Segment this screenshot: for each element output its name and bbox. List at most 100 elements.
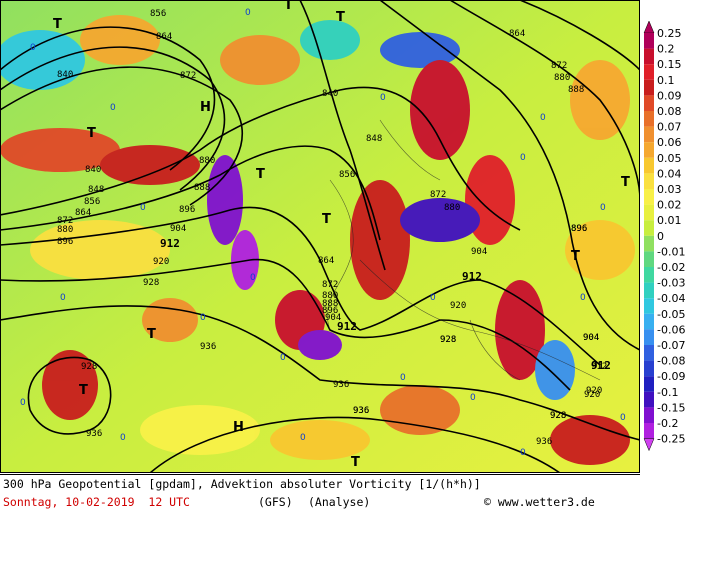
legend-swatch <box>644 376 654 392</box>
contour-label: 848 <box>88 185 104 195</box>
legend-label: 0.04 <box>657 167 682 180</box>
contour-label: 936 <box>536 437 552 447</box>
legend-swatch <box>644 95 654 111</box>
analysis-label: (Analyse) <box>308 495 371 509</box>
legend-swatch <box>644 64 654 80</box>
contour-label: 864 <box>318 256 334 266</box>
geopotential-contours <box>0 0 640 473</box>
caption-row: Sonntag, 10-02-2019 12 UTC (GFS) (Analys… <box>0 493 640 511</box>
legend-label: -0.2 <box>657 417 678 430</box>
legend-label: 0.01 <box>657 214 682 227</box>
legend-swatch <box>644 251 654 267</box>
svg-text:0: 0 <box>380 93 386 103</box>
svg-text:0: 0 <box>140 203 146 213</box>
contour-label: 896 <box>57 237 73 247</box>
contour-label: 896 <box>571 224 587 234</box>
legend-swatch <box>644 360 654 377</box>
contour-label: 840 <box>85 165 101 175</box>
legend-label: -0.05 <box>657 308 685 321</box>
legend-swatch <box>644 345 654 361</box>
legend-swatch <box>644 313 654 330</box>
contour-label: 840 <box>322 89 338 99</box>
contour-label: 848 <box>366 134 382 144</box>
contour-label: 920 <box>450 301 466 311</box>
contour-label: 904 <box>471 247 487 257</box>
svg-text:0: 0 <box>520 448 526 458</box>
weather-map: 856 864 840 872 840 864 872 880 888 848 … <box>0 0 640 473</box>
svg-text:0: 0 <box>520 153 526 163</box>
legend-label: 0.1 <box>657 74 675 87</box>
legend-arrow-top <box>643 20 655 34</box>
svg-text:0: 0 <box>600 203 606 213</box>
contour-label: 856 <box>84 197 100 207</box>
contour-label: 928 <box>440 335 456 345</box>
legend-swatch <box>644 79 654 96</box>
legend-label: 0.15 <box>657 58 682 71</box>
legend-swatch <box>644 423 654 439</box>
low-mark: T <box>336 10 345 25</box>
contour-label: 864 <box>509 29 525 39</box>
legend-label: 0.02 <box>657 199 682 212</box>
color-legend: 0.25 0.2 0.15 0.1 0.09 0.08 0.07 0.06 0.05 0.04 0.… <box>643 20 685 452</box>
contour-label: 904 <box>583 333 599 343</box>
legend-label: -0.25 <box>657 433 685 446</box>
legend-label: -0.08 <box>657 355 685 368</box>
legend-label: 0.2 <box>657 43 675 56</box>
contour-label: 872 <box>430 190 446 200</box>
legend-label: -0.02 <box>657 261 685 274</box>
contour-label: 840 <box>57 70 73 80</box>
contour-label: 928 <box>143 278 159 288</box>
contour-label: 920 <box>153 257 169 267</box>
contour-label: 912 <box>591 359 611 372</box>
low-mark: T <box>621 175 630 190</box>
svg-text:0: 0 <box>580 293 586 303</box>
low-mark: T <box>87 126 96 141</box>
contour-label: 872 <box>322 280 338 290</box>
low-mark: T <box>256 167 265 182</box>
legend-label: 0.07 <box>657 121 682 134</box>
contour-label: 936 <box>86 429 102 439</box>
legend-label: -0.04 <box>657 292 685 305</box>
svg-text:0: 0 <box>540 113 546 123</box>
contour-label: 928 <box>81 362 97 372</box>
contour-label: 888 <box>568 85 584 95</box>
contour-label: 872 <box>180 71 196 81</box>
legend-label: -0.15 <box>657 401 685 414</box>
legend-swatch <box>644 391 654 408</box>
contour-label: 880 <box>322 291 338 301</box>
high-mark: H <box>233 420 244 435</box>
legend-swatch <box>644 126 654 143</box>
low-mark: T <box>53 17 62 32</box>
legend-swatch <box>644 189 654 205</box>
legend-label: 0.06 <box>657 136 682 149</box>
svg-text:0: 0 <box>20 398 26 408</box>
svg-text:0: 0 <box>470 393 476 403</box>
legend-swatch <box>644 173 654 189</box>
svg-text:0: 0 <box>300 433 306 443</box>
legend-swatch <box>644 111 654 127</box>
legend-swatch <box>644 267 654 283</box>
svg-text:0: 0 <box>280 353 286 363</box>
contour-label: 936 <box>333 380 349 390</box>
legend-swatch <box>644 282 654 299</box>
low-mark: T <box>322 212 331 227</box>
svg-text:0: 0 <box>60 293 66 303</box>
contour-label: 880 <box>554 73 570 83</box>
svg-text:0: 0 <box>400 373 406 383</box>
map-title: 300 hPa Geopotential [gpdam], Advektion … <box>3 477 481 491</box>
contour-label: 864 <box>75 208 91 218</box>
legend-label: -0.01 <box>657 245 685 258</box>
legend-swatch <box>644 142 654 158</box>
contour-label: 904 <box>325 313 341 323</box>
contour-label: 880 <box>57 225 73 235</box>
contour-label: 896 <box>179 205 195 215</box>
legend-label: 0.08 <box>657 105 682 118</box>
legend-label: -0.1 <box>657 386 678 399</box>
legend-label: -0.07 <box>657 339 685 352</box>
svg-text:0: 0 <box>250 273 256 283</box>
contour-label: 912 <box>160 237 180 250</box>
legend-swatch <box>644 157 654 174</box>
legend-swatch <box>644 33 654 49</box>
contour-label: 936 <box>353 406 369 416</box>
legend-swatch <box>644 235 654 252</box>
